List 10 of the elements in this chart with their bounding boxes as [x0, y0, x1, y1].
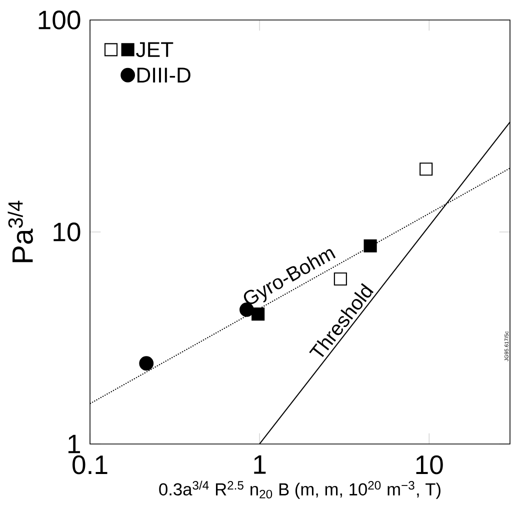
y-tick-label: 100	[38, 10, 80, 30]
legend-label: JET	[136, 42, 174, 58]
y-axis-title: Pa$^{3/4}$	[8, 200, 33, 262]
legend-label: DIII-D	[137, 68, 190, 82]
y-tick-label: 10	[54, 222, 80, 242]
x-tick-label: 1	[254, 455, 266, 474]
x-tick-label: 0.1	[72, 455, 108, 474]
text: 0.3a$^{3/4}$ R$^{2.5}$ n$_{20}$ B (m, m, 10$^{20}$ m$^{−3}$, T)	[159, 480, 440, 499]
y-tick-label: 1	[68, 434, 80, 454]
x-tick-label: 10	[416, 455, 443, 474]
